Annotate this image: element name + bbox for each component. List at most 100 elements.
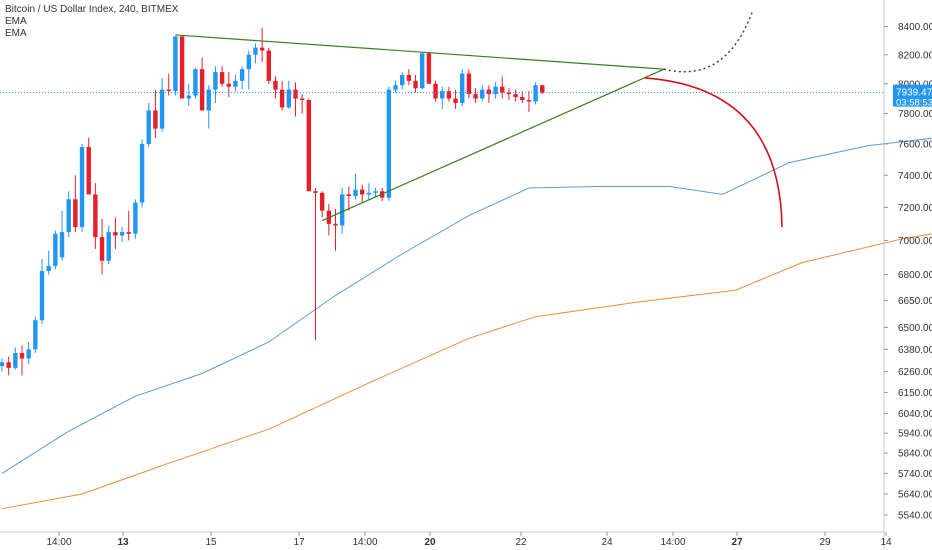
candle-body <box>446 91 452 99</box>
candles <box>0 27 545 376</box>
candle-body <box>139 143 145 203</box>
time-axis[interactable]: 14:00 13 15 17 14:00 20 22 24 14:00 27 29 14 <box>0 531 892 548</box>
candle-body <box>59 232 65 258</box>
candle <box>33 316 38 354</box>
candle <box>480 85 485 102</box>
candle-body <box>146 110 151 144</box>
candle <box>273 76 278 99</box>
candle-body <box>79 147 85 228</box>
candle-body <box>46 265 51 272</box>
candle-body <box>319 192 325 211</box>
candle-body <box>13 353 18 368</box>
price-tick-label: 8400.00 <box>898 22 932 33</box>
triangle-upper-line[interactable] <box>175 34 665 70</box>
candle <box>173 36 178 96</box>
bearish-projection-curve[interactable] <box>644 77 783 228</box>
candle <box>366 183 372 200</box>
candle <box>513 89 518 102</box>
candle-body <box>473 94 478 99</box>
candle-body <box>213 72 218 90</box>
price-axis[interactable]: 8400.008200.008000.007800.007600.007400.… <box>883 0 932 550</box>
candle-body <box>533 85 538 102</box>
price-tick-label: 5940.00 <box>898 429 932 440</box>
candle <box>426 51 432 84</box>
chart-legend: Bitcoin / US Dollar Index, 240, BITMEX E… <box>5 4 178 40</box>
candle-body <box>506 92 512 95</box>
price-tick-label: 8200.00 <box>898 50 932 61</box>
candle <box>106 225 111 265</box>
candle <box>113 217 118 249</box>
candle <box>39 259 45 324</box>
candle <box>406 69 412 86</box>
candle-body <box>366 192 372 195</box>
candle <box>346 186 352 211</box>
candle-body <box>373 191 378 193</box>
candle <box>279 80 285 111</box>
candle <box>86 137 91 195</box>
candle-body <box>259 47 265 51</box>
candle-body <box>540 85 545 93</box>
candle <box>166 73 171 96</box>
candle-body <box>466 73 472 95</box>
candle-body <box>333 223 338 226</box>
time-tick-label: 22 <box>515 537 527 548</box>
candle <box>19 345 25 376</box>
candle-body <box>500 86 505 93</box>
candle <box>26 341 31 365</box>
candle-body <box>293 89 298 99</box>
candle <box>373 188 378 198</box>
candle-body <box>520 97 525 101</box>
candle <box>139 139 145 208</box>
candle <box>159 77 165 132</box>
price-tick-label: 5640.00 <box>898 490 932 501</box>
candle-body <box>199 69 205 111</box>
candle <box>59 210 65 261</box>
ema-fast-line <box>1 137 932 474</box>
candle-body <box>406 74 412 81</box>
candle-body <box>193 69 198 96</box>
candle <box>233 74 238 92</box>
candle <box>400 72 405 90</box>
time-tick-label: 29 <box>819 537 831 548</box>
candle <box>353 173 358 200</box>
candle <box>446 86 452 102</box>
candle-body <box>493 86 498 95</box>
candle-body <box>386 89 392 198</box>
candle-body <box>413 80 418 89</box>
price-tick-label: 7600.00 <box>898 139 932 150</box>
candle-body <box>426 53 432 84</box>
candle <box>146 102 151 148</box>
price-tick-label: 6260.00 <box>898 367 932 378</box>
price-tick-label: 5540.00 <box>898 511 932 522</box>
candle-body <box>279 89 285 108</box>
candle <box>500 76 505 99</box>
candle-body <box>353 189 358 197</box>
candle-body <box>400 74 405 86</box>
candle-body <box>453 98 458 103</box>
candle <box>313 188 318 341</box>
candle-body <box>106 232 111 261</box>
candle-body <box>526 100 532 102</box>
candle <box>73 175 78 233</box>
candle <box>99 218 105 275</box>
candle <box>179 36 185 99</box>
price-tick-label: 7000.00 <box>898 236 932 247</box>
candle <box>0 358 5 372</box>
candle-body <box>179 36 185 99</box>
candle <box>293 82 298 117</box>
time-tick-label: 14 <box>880 537 892 548</box>
candle <box>206 85 211 129</box>
candle-body <box>53 233 58 266</box>
ema-legend-1[interactable]: EMA <box>5 16 27 27</box>
candle-body <box>233 80 238 87</box>
symbol-title[interactable]: Bitcoin / US Dollar Index, 240, BITMEX <box>5 4 179 15</box>
candle-body <box>239 69 245 81</box>
bullish-projection-curve[interactable] <box>663 12 753 73</box>
triangle-lower-line[interactable] <box>321 68 665 222</box>
candle-body <box>86 147 91 195</box>
candle <box>239 66 245 90</box>
time-tick-label: 15 <box>205 537 217 548</box>
ema-legend-2[interactable]: EMA <box>5 28 27 39</box>
